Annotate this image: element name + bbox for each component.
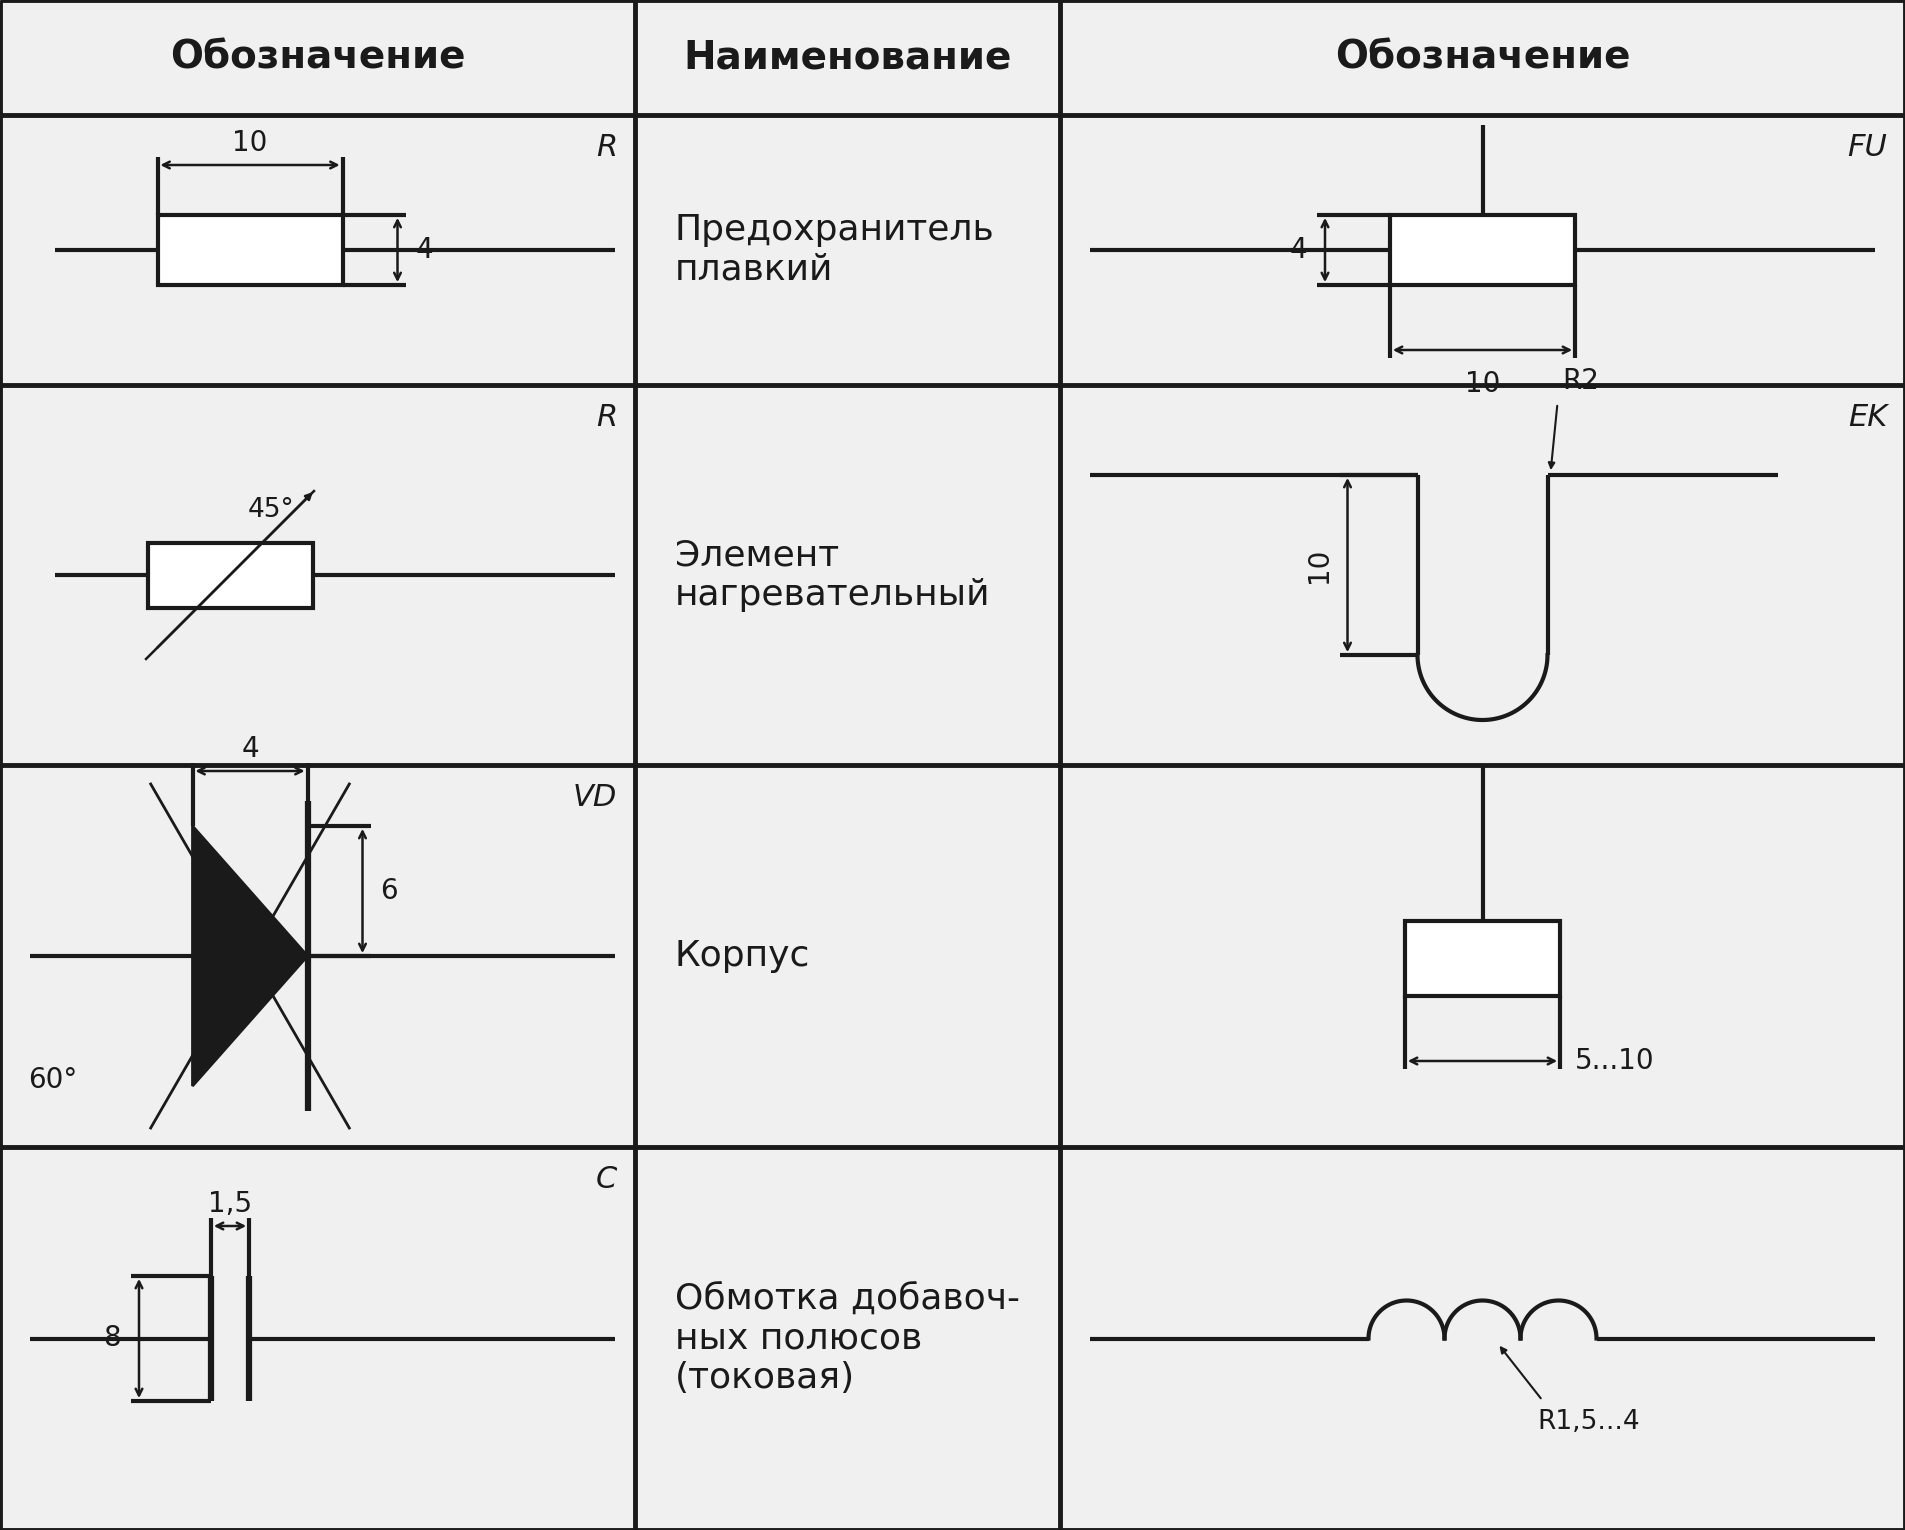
Text: 8: 8 <box>103 1325 122 1353</box>
Text: 4: 4 <box>242 734 259 763</box>
Bar <box>158 216 343 285</box>
Text: 4: 4 <box>415 236 432 265</box>
Text: FU: FU <box>1848 133 1888 162</box>
Text: 10: 10 <box>1305 548 1332 583</box>
Text: Наименование: Наименование <box>684 38 1012 76</box>
Text: 4: 4 <box>1290 236 1307 265</box>
Text: VD: VD <box>573 783 617 812</box>
Text: R2: R2 <box>1562 367 1600 395</box>
Text: Элемент
нагревательный: Элемент нагревательный <box>674 539 991 612</box>
Text: R: R <box>596 133 617 162</box>
Text: Обмотка добавоч-
ных полюсов
(токовая): Обмотка добавоч- ных полюсов (токовая) <box>674 1282 1019 1395</box>
Text: R1,5...4: R1,5...4 <box>1537 1409 1640 1435</box>
Text: 45°: 45° <box>248 497 295 523</box>
Bar <box>1391 216 1575 285</box>
Bar <box>1406 921 1560 996</box>
Text: 10: 10 <box>232 129 269 158</box>
Text: 1,5: 1,5 <box>208 1190 251 1218</box>
Bar <box>147 543 312 607</box>
Polygon shape <box>192 826 307 1086</box>
Text: 6: 6 <box>381 877 398 906</box>
Text: 5...10: 5...10 <box>1575 1047 1655 1076</box>
Text: Обозначение: Обозначение <box>1335 38 1631 76</box>
Text: Обозначение: Обозначение <box>170 38 465 76</box>
Text: 10: 10 <box>1465 370 1501 398</box>
Text: 60°: 60° <box>29 1066 78 1094</box>
Text: Предохранитель
плавкий: Предохранитель плавкий <box>674 213 994 286</box>
Text: C: C <box>596 1164 617 1193</box>
Text: EK: EK <box>1848 402 1888 431</box>
Text: Корпус: Корпус <box>674 939 810 973</box>
Text: R: R <box>596 402 617 431</box>
